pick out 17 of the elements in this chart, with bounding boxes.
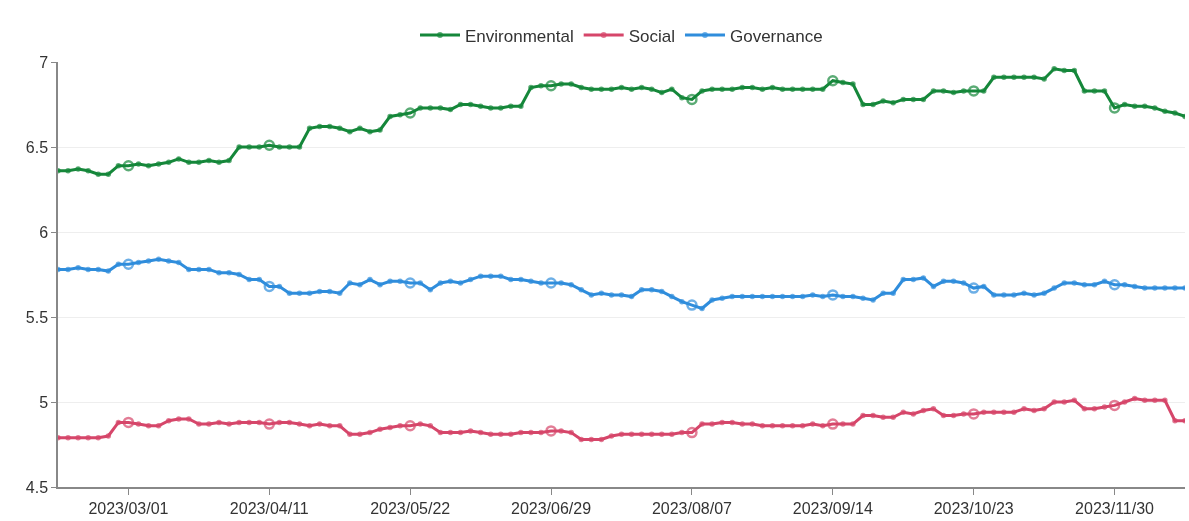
legend-label: Environmental (465, 26, 574, 46)
x-tick-label: 2023/04/11 (229, 499, 309, 517)
x-tick-label: 2023/06/29 (511, 499, 592, 517)
x-tick-label: 2023/11/30 (1075, 499, 1155, 517)
x-tick-label: 2023/10/23 (933, 499, 1014, 517)
x-tick-label: 2023/05/22 (370, 499, 451, 517)
y-tick-label: 7 (39, 53, 49, 71)
legend-label: Governance (729, 26, 823, 46)
x-tick-label: 2023/03/01 (88, 499, 169, 517)
y-tick-label: 6 (39, 223, 49, 241)
y-tick-label: 5.5 (25, 308, 49, 326)
x-tick-label: 2023/09/14 (792, 499, 873, 517)
legend-label: Social (628, 26, 675, 46)
y-tick-label: 5 (39, 393, 49, 411)
x-tick-label: 2023/08/07 (651, 499, 733, 517)
y-tick-label: 4.5 (25, 478, 49, 496)
y-tick-label: 6.5 (25, 138, 49, 156)
